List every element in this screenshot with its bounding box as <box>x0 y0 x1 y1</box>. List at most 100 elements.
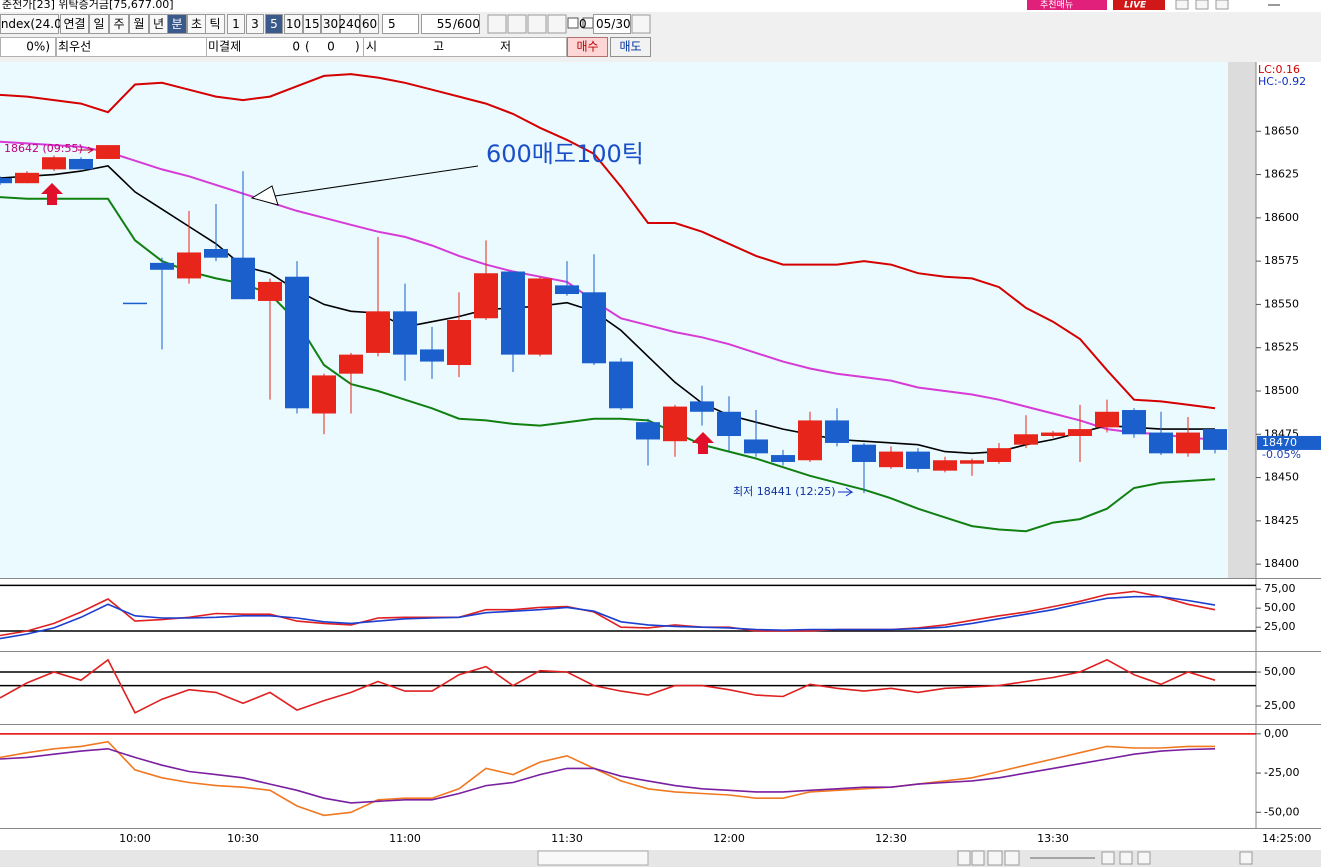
candle-body <box>1149 432 1173 454</box>
checkbox[interactable] <box>567 17 579 29</box>
period-select-value[interactable]: 5 <box>388 17 396 31</box>
toolbar-button[interactable] <box>265 14 283 34</box>
window-button[interactable] <box>1175 0 1189 10</box>
count-input[interactable] <box>421 14 480 34</box>
toolbar-label[interactable]: 30 <box>323 17 338 31</box>
recommend-label[interactable]: 추천매뉴 <box>1040 0 1073 11</box>
toolbar-label[interactable]: 일 <box>93 17 104 31</box>
toolbar-button[interactable] <box>109 14 129 34</box>
quote-open-interest: 0 <box>292 40 300 54</box>
date-input[interactable] <box>593 14 631 34</box>
candle-body <box>528 278 552 355</box>
x-tick-label: 10:00 <box>119 832 151 845</box>
indicator-line <box>0 740 1215 817</box>
buy-button[interactable] <box>567 37 608 57</box>
toolbar-button[interactable] <box>340 14 360 34</box>
x-tick-label: 11:00 <box>389 832 421 845</box>
toolbar-label[interactable]: 10 <box>286 17 301 31</box>
candle-body <box>15 172 39 184</box>
toolbar-button[interactable] <box>246 14 264 34</box>
toolbar-button[interactable] <box>129 14 149 34</box>
date-value[interactable]: 05/30 <box>596 17 631 31</box>
indicator-panels <box>0 579 1256 828</box>
y-tick-label: 18575 <box>1264 254 1299 267</box>
candle-body <box>987 448 1011 462</box>
buy-label[interactable]: 매수 <box>576 40 598 54</box>
toolbar-label[interactable]: 1 <box>232 17 240 31</box>
count-value[interactable]: 55 <box>437 17 452 31</box>
toolbar-label[interactable]: 240 <box>339 17 362 31</box>
y-tick-label: 18550 <box>1264 297 1299 310</box>
toolbar-button[interactable] <box>360 14 379 34</box>
quote-paren-open: ( <box>305 40 310 54</box>
toolbar-button[interactable] <box>167 14 187 34</box>
low-annotation: 최저 18441 (12:25) <box>733 485 836 498</box>
toolbar-label[interactable]: 월 <box>133 17 144 31</box>
control-button[interactable] <box>957 850 971 866</box>
tool-button[interactable] <box>1101 851 1115 865</box>
y-tick-label: 50,00 <box>1264 665 1296 678</box>
toolbar-button[interactable] <box>284 14 303 34</box>
candle-body <box>177 252 201 279</box>
candle-body <box>744 439 768 454</box>
candle-body <box>1176 432 1200 454</box>
candle-body <box>906 451 930 469</box>
toolbar-label[interactable]: 5 <box>270 17 278 31</box>
toolbar-label[interactable]: Index(24.0 <box>0 17 62 31</box>
toolbar-button[interactable] <box>227 14 245 34</box>
candle-body <box>339 354 363 374</box>
indicator-line <box>0 595 1216 640</box>
toolbar-label[interactable]: 연결 <box>63 17 85 31</box>
scroll-thumb[interactable] <box>537 850 649 866</box>
tool-button[interactable] <box>1119 851 1133 865</box>
icon-button[interactable] <box>527 14 547 34</box>
x-tick-label: 12:30 <box>875 832 907 845</box>
period-select[interactable] <box>382 14 419 34</box>
toolbar-label[interactable]: 년 <box>153 17 164 31</box>
toolbar-button[interactable] <box>303 14 321 34</box>
icon-button[interactable] <box>547 14 567 34</box>
candle-body <box>204 249 228 258</box>
candle-body <box>1068 429 1092 437</box>
toolbar-label[interactable]: 틱 <box>209 17 220 31</box>
toolbar-button[interactable] <box>321 14 340 34</box>
live-label[interactable]: LIVE <box>1124 1 1147 11</box>
candle-body <box>447 320 471 366</box>
x-tick-label: 11:30 <box>551 832 583 845</box>
toolbar-label[interactable]: 분 <box>171 17 182 31</box>
control-button[interactable] <box>1004 850 1020 866</box>
candle-body <box>0 178 12 184</box>
tool-button[interactable] <box>1239 851 1253 865</box>
window-button[interactable] <box>1195 0 1209 10</box>
toolbar-button[interactable] <box>205 14 225 34</box>
toolbar-button[interactable] <box>89 14 109 34</box>
toolbar-icons <box>487 0 1280 34</box>
y-tick-label: 18400 <box>1264 557 1299 570</box>
toolbar-button[interactable] <box>60 14 89 34</box>
toolbar-button[interactable] <box>0 14 59 34</box>
window-button[interactable] <box>1215 0 1229 10</box>
candle-body <box>852 444 876 462</box>
icon-button[interactable] <box>487 14 507 34</box>
recommend-button[interactable] <box>1027 0 1107 10</box>
control-button[interactable] <box>971 850 985 866</box>
toolbar-label[interactable]: 3 <box>251 17 259 31</box>
y-tick-label: 0,00 <box>1264 727 1289 740</box>
icon-button[interactable] <box>507 14 527 34</box>
candle-body <box>231 257 255 300</box>
control-button[interactable] <box>987 850 1003 866</box>
note-arrow <box>274 165 479 197</box>
toolbar-label[interactable]: 15 <box>304 17 319 31</box>
candle-body <box>366 311 390 353</box>
quote-field <box>363 37 567 57</box>
toolbar-label[interactable]: 60 <box>362 17 377 31</box>
note-annotation: 600매도100틱 <box>486 140 644 168</box>
toolbar-label[interactable]: 주 <box>113 17 124 31</box>
toolbar-label[interactable]: 초 <box>191 17 202 31</box>
tool-button[interactable] <box>1137 851 1151 865</box>
live-button[interactable] <box>1113 0 1165 10</box>
calendar-button[interactable] <box>631 14 651 34</box>
sell-label[interactable]: 매도 <box>619 40 641 54</box>
sell-button[interactable] <box>610 37 651 57</box>
